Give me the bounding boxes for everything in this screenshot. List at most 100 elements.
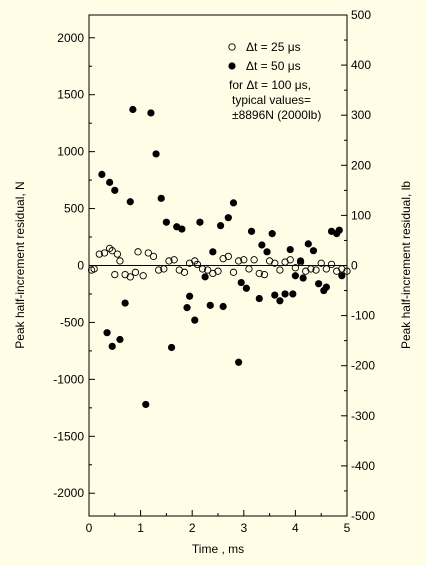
axes-layer: 0 1 2 3 4 5-2000-1500-1000-500050010001500200… — [53, 8, 375, 535]
data-point-50us — [201, 273, 209, 281]
data-point-50us — [191, 316, 199, 324]
data-point-50us — [258, 241, 266, 249]
data-point-25us — [180, 268, 189, 276]
data-point-50us — [216, 222, 225, 230]
y-right-tick-label: -100 — [351, 309, 375, 323]
data-point-25us — [291, 264, 300, 272]
data-point-25us — [307, 265, 315, 273]
data-point-25us — [229, 268, 238, 276]
data-point-25us — [116, 257, 124, 265]
data-point-25us — [111, 270, 119, 279]
y-left-tick-label: -1000 — [53, 372, 84, 386]
data-point-50us — [335, 226, 343, 234]
data-point-25us — [240, 256, 248, 264]
y-right-tick-label: -500 — [351, 509, 375, 523]
x-tick-label: 1 — [137, 521, 144, 535]
data-point-50us — [255, 294, 263, 303]
data-point-50us — [299, 274, 307, 282]
data-point-50us — [98, 170, 106, 179]
data-point-25us — [193, 260, 202, 269]
data-point-25us — [131, 268, 140, 276]
data-point-25us — [224, 252, 232, 261]
data-point-25us — [322, 265, 331, 273]
data-point-50us — [126, 198, 134, 206]
data-point-50us — [157, 194, 165, 202]
data-point-50us — [237, 278, 245, 287]
data-point-50us — [309, 247, 318, 255]
data-point-50us — [183, 304, 191, 312]
y-right-tick-label: 500 — [351, 8, 371, 22]
y-right-tick-label: -400 — [351, 459, 375, 473]
data-point-50us — [271, 291, 279, 299]
data-point-25us — [260, 270, 269, 279]
data-point-50us — [196, 218, 204, 226]
data-point-25us — [160, 265, 168, 273]
annotation-line-1: for Δt = 100 μs, — [229, 78, 311, 92]
data-point-25us — [165, 257, 173, 265]
data-point-25us — [276, 266, 284, 274]
data-point-50us — [242, 284, 250, 292]
y-left-tick-label: 1500 — [57, 88, 84, 102]
data-point-50us — [247, 227, 256, 235]
data-point-50us — [296, 257, 305, 265]
data-point-50us — [142, 400, 150, 409]
y-right-tick-label: 300 — [351, 108, 371, 122]
data-point-50us — [268, 230, 276, 238]
data-point-50us — [338, 272, 346, 280]
annotation-line-3: ±8896N (2000lb) — [232, 108, 321, 122]
y-right-tick-label: 100 — [351, 208, 371, 222]
data-point-25us — [139, 272, 147, 280]
data-point-50us — [315, 280, 323, 288]
y-right-tick-label: 400 — [351, 58, 371, 72]
data-point-25us — [204, 266, 212, 274]
data-point-25us — [250, 256, 258, 264]
data-point-50us — [206, 301, 214, 309]
data-point-25us — [95, 250, 103, 258]
data-point-25us — [155, 266, 163, 274]
x-tick-label: 4 — [292, 521, 299, 535]
legend: Δt = 25 μs Δt = 50 μs for Δt = 100 μs, t… — [228, 40, 321, 122]
data-point-50us — [162, 218, 170, 226]
y-left-tick-label: 2000 — [57, 31, 84, 45]
data-point-25us — [108, 247, 116, 255]
data-point-25us — [198, 265, 207, 273]
legend-label-25us: Δt = 25 μs — [246, 40, 301, 54]
data-point-50us — [108, 342, 116, 350]
data-point-50us — [121, 299, 129, 307]
legend-marker-open-circle — [228, 43, 236, 51]
legend-marker-filled-circle — [228, 62, 236, 70]
data-point-25us — [134, 248, 142, 256]
data-point-25us — [234, 257, 243, 265]
x-tick-label: 0 — [86, 521, 93, 535]
data-point-25us — [214, 267, 222, 275]
data-point-50us — [178, 225, 186, 233]
annotation-line-2: typical values= — [232, 93, 311, 107]
data-point-50us — [224, 214, 232, 222]
data-point-50us — [322, 283, 330, 291]
data-point-50us — [219, 302, 227, 311]
data-point-25us — [144, 249, 152, 257]
y-axis-title-right: Peak half-increment residual, lb — [399, 181, 413, 349]
y-left-tick-label: 1000 — [57, 145, 84, 159]
data-point-25us — [327, 260, 336, 269]
data-point-50us — [209, 248, 217, 256]
y-left-tick-label: -2000 — [53, 486, 84, 500]
x-tick-label: 5 — [344, 521, 351, 535]
data-point-50us — [186, 292, 194, 300]
data-point-25us — [170, 256, 178, 264]
data-point-50us — [291, 272, 299, 280]
data-point-50us — [111, 186, 119, 194]
data-point-50us — [281, 290, 289, 298]
y-right-tick-label: -300 — [351, 409, 375, 423]
x-tick-label: 2 — [189, 521, 196, 535]
data-point-50us — [286, 245, 294, 254]
data-point-50us — [116, 335, 124, 344]
data-point-50us — [129, 105, 137, 114]
data-point-25us — [126, 273, 134, 281]
data-point-50us — [167, 343, 176, 352]
y-right-tick-label: 0 — [351, 259, 358, 273]
y-axis-title-left: Peak half-increment residual, N — [13, 181, 27, 348]
data-point-25us — [312, 266, 320, 274]
points-layer — [87, 105, 351, 409]
